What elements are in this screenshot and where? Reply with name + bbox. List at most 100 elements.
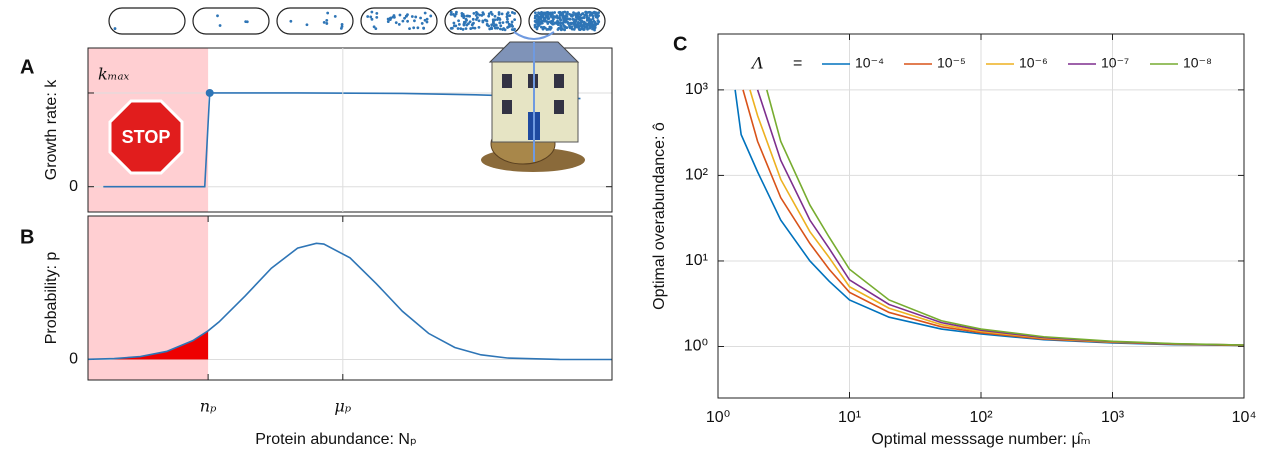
- cell-dot: [420, 22, 424, 25]
- cell-dot: [591, 25, 595, 29]
- cell-dot: [490, 13, 494, 16]
- cell-dot: [573, 23, 577, 27]
- cell-dot: [454, 24, 458, 28]
- x-tick-label: nₚ: [200, 397, 217, 416]
- y-tick-label: 10¹: [685, 252, 708, 269]
- cell-dot: [545, 20, 549, 23]
- cell-dot: [449, 12, 453, 16]
- cell-dot: [584, 10, 588, 14]
- panel: 0 nₚ μₚ B Probability: p Protein abundance: N…: [20, 48, 613, 448]
- y-tick-label: 0: [69, 178, 78, 195]
- cell-dot: [594, 11, 598, 15]
- cell-dot: [450, 26, 454, 30]
- cell-dot: [557, 11, 561, 14]
- cell-dot: [470, 23, 474, 27]
- cell-dot: [372, 25, 376, 29]
- cell-dot: [546, 11, 550, 14]
- cell-dot: [556, 23, 560, 26]
- cell-dot: [550, 19, 554, 23]
- cell-dot: [497, 12, 501, 16]
- cell-dot: [547, 27, 550, 31]
- cell-dot: [375, 12, 379, 15]
- cell-dot: [563, 28, 566, 32]
- cell-dot: [462, 14, 466, 18]
- cell-dot: [574, 19, 578, 23]
- window: [502, 100, 512, 114]
- cell-dot: [481, 19, 485, 23]
- y-tick-label: 10²: [685, 167, 709, 184]
- cell-dot: [366, 15, 370, 18]
- cell-dot: [388, 18, 392, 22]
- legend-label: 10⁻⁷: [1101, 55, 1129, 71]
- cell-dot: [423, 18, 427, 22]
- panel-letter: A: [20, 56, 34, 78]
- cell-dot: [501, 21, 505, 25]
- cell-dot: [370, 10, 374, 14]
- cell-dot: [571, 13, 575, 17]
- cell-dot: [562, 23, 565, 27]
- cell-dot: [463, 21, 467, 24]
- cell-dot: [538, 12, 542, 16]
- cell-dot: [416, 26, 420, 30]
- x-tick-label: 10⁰: [706, 409, 730, 426]
- cell-dot: [386, 17, 390, 21]
- cell-dot: [557, 26, 561, 30]
- cell-dot: [339, 26, 343, 30]
- house-snail-illustration: [481, 31, 585, 172]
- cell-dot: [533, 16, 537, 20]
- cell-dot: [482, 12, 485, 16]
- cell-dot: [550, 11, 554, 15]
- x-tick-label: 10²: [969, 409, 993, 426]
- cell-dot: [457, 19, 460, 23]
- cell-dot: [558, 21, 562, 25]
- cell-dot: [474, 13, 478, 17]
- cell-dot: [492, 21, 495, 25]
- cell-dot: [568, 26, 572, 29]
- window: [502, 74, 512, 88]
- cell-dot: [468, 20, 472, 24]
- cell-dot: [465, 14, 469, 18]
- panel-letter: C: [673, 33, 687, 55]
- cell-dot: [408, 27, 411, 31]
- cell-dot: [510, 28, 514, 31]
- cell-dot: [583, 13, 587, 17]
- cell-dot: [562, 17, 566, 20]
- cell-dot: [413, 19, 416, 23]
- cell-dot: [493, 26, 497, 30]
- cell-dot: [494, 23, 498, 27]
- cell-dot: [469, 27, 473, 30]
- legend-label: 10⁻⁵: [937, 55, 966, 71]
- cell-dot: [457, 22, 461, 26]
- cell-dot: [540, 21, 544, 25]
- cell: [108, 7, 186, 35]
- cell-dot: [397, 23, 401, 26]
- series-line: [749, 89, 1244, 346]
- cell-dot: [586, 18, 589, 21]
- cell-dot: [500, 12, 504, 16]
- cell-dot: [572, 11, 575, 15]
- cell-dot: [471, 26, 475, 30]
- panel-letter: B: [20, 226, 34, 248]
- cell-dot: [487, 14, 491, 18]
- cell-dot: [394, 21, 398, 25]
- cell-dot: [289, 19, 293, 23]
- cell-dot: [478, 13, 481, 17]
- cell-dot: [508, 14, 512, 17]
- cell-dot: [496, 26, 500, 30]
- cell-dot: [477, 25, 481, 29]
- cell-dot: [557, 16, 560, 20]
- cell-dot: [559, 28, 563, 32]
- cell-dot: [540, 19, 544, 23]
- cell-dot: [555, 14, 559, 18]
- cell-dot: [489, 10, 493, 14]
- cell-dot: [505, 12, 509, 16]
- cell-dot: [505, 20, 509, 24]
- y-axis-label: Optimal overabundance: ô: [651, 122, 668, 310]
- cell-dot: [386, 20, 390, 23]
- cell-dot: [403, 16, 406, 20]
- cell-dot: [533, 23, 537, 27]
- cell-dot: [419, 16, 422, 20]
- cell-dot: [513, 18, 517, 22]
- cell-dot: [467, 22, 470, 26]
